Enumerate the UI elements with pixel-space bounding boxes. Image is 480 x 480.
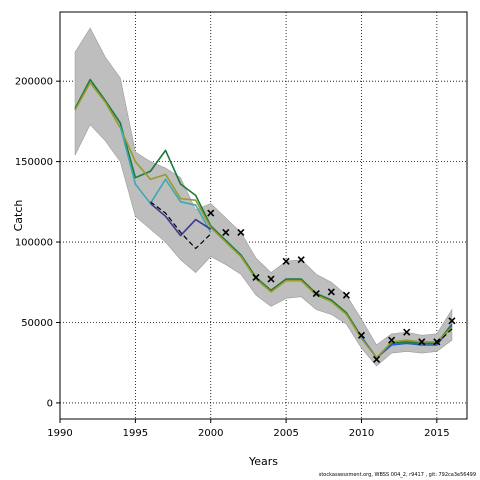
observed-point <box>403 328 411 336</box>
axis-ticks: 1990 1995 2000 2005 2010 2015 0 50000 100000 1500… <box>15 77 450 439</box>
y-tick-label: 100000 <box>15 238 53 249</box>
observed-mark-stroke <box>207 209 215 217</box>
observed-mark-stroke <box>418 338 426 346</box>
series-line-teal-3 <box>119 126 212 233</box>
y-tick-label: 50000 <box>21 318 53 329</box>
series-line-olive-2 <box>74 81 453 359</box>
observed-point <box>433 338 441 346</box>
series-layer <box>74 78 453 359</box>
y-tick-label: 0 <box>47 398 53 409</box>
grid-lines <box>59 12 467 419</box>
observed-point <box>327 288 335 296</box>
observed-mark-stroke <box>267 275 275 283</box>
x-tick-label: 2000 <box>198 428 223 439</box>
observed-mark-stroke <box>297 256 305 264</box>
y-tick-label: 150000 <box>15 157 53 168</box>
observed-mark-stroke <box>312 289 320 298</box>
observed-markers-layer <box>207 209 456 364</box>
footer-note: stockassessment.org, WBSS 004_2, r9417 ,… <box>318 472 476 478</box>
series-line-black-5 <box>150 201 212 250</box>
observed-mark-stroke <box>342 291 350 299</box>
observed-mark-stroke <box>448 317 456 325</box>
observed-mark-stroke <box>282 257 290 265</box>
observed-mark-stroke <box>372 355 381 364</box>
observed-point <box>252 273 260 282</box>
observed-mark-stroke <box>433 338 441 346</box>
series-line-green-0 <box>74 78 453 359</box>
series-line-navy-4 <box>149 202 212 237</box>
observed-point <box>282 257 290 265</box>
x-tick-label: 2015 <box>424 428 449 439</box>
observed-mark-stroke <box>388 336 396 344</box>
observed-point <box>297 256 305 264</box>
x-tick-label: 1995 <box>123 428 148 439</box>
observed-point <box>222 228 230 236</box>
y-tick-label: 200000 <box>15 77 53 88</box>
observed-mark-stroke <box>403 328 411 336</box>
x-tick-label: 1990 <box>47 428 72 439</box>
observed-point <box>267 275 275 283</box>
x-axis-title: Years <box>248 455 278 468</box>
observed-point <box>418 338 426 346</box>
x-tick-label: 2010 <box>349 428 374 439</box>
observed-point <box>207 209 215 217</box>
observed-point <box>448 317 456 325</box>
x-tick-label: 2005 <box>273 428 298 439</box>
observed-point <box>312 289 320 298</box>
y-axis-title: Catch <box>12 200 25 232</box>
observed-point <box>388 336 396 344</box>
confidence-band-layer <box>74 27 453 367</box>
confidence-band <box>74 27 453 367</box>
series-line-black-6 <box>436 328 453 344</box>
plot-frame <box>59 11 468 420</box>
observed-point <box>372 355 381 364</box>
observed-point <box>357 331 366 339</box>
observed-point <box>342 291 350 299</box>
observed-point <box>237 228 245 236</box>
observed-mark-stroke <box>237 228 245 236</box>
observed-mark-stroke <box>222 228 230 236</box>
observed-mark-stroke <box>327 288 335 296</box>
observed-mark-stroke <box>252 273 260 282</box>
observed-mark-stroke <box>357 331 366 339</box>
